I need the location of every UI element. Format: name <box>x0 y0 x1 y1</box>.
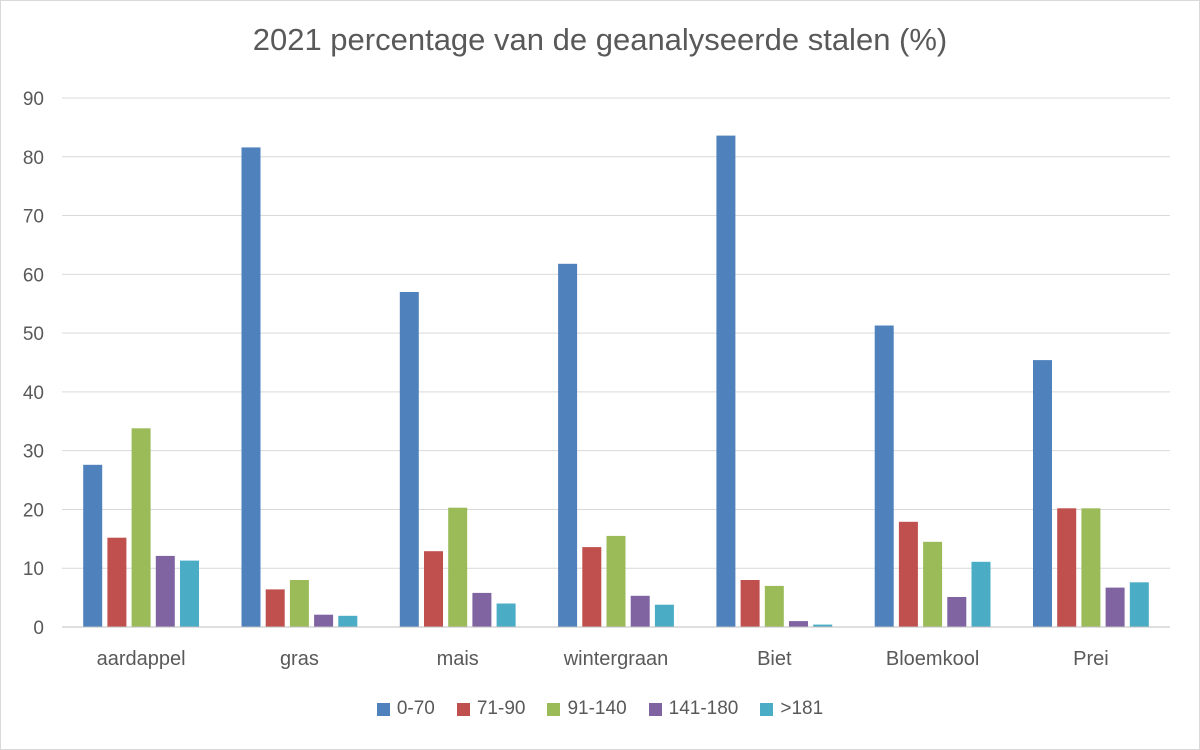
legend-label: 0-70 <box>396 698 435 719</box>
y-tick-label: 50 <box>23 324 44 345</box>
bar-prei-71-90 <box>1057 508 1077 627</box>
bar-gras-91-140 <box>289 580 309 627</box>
bar-gras-71-90 <box>265 589 285 627</box>
x-category-label: wintergraan <box>563 648 669 670</box>
legend-label: 141-180 <box>668 698 739 719</box>
bar-bloemkool-71-90 <box>898 521 918 627</box>
bar-gras-0-70 <box>241 147 261 627</box>
y-tick-label: 10 <box>23 559 44 580</box>
legend-swatch <box>648 702 662 716</box>
bar-mais->181 <box>496 603 516 627</box>
legend-item: 0-70 <box>376 698 435 720</box>
bar-prei-0-70 <box>1033 360 1052 627</box>
x-category-label: gras <box>280 648 319 670</box>
bar-aardappel->181 <box>180 560 199 627</box>
legend-item: 91-140 <box>547 698 627 720</box>
bar-prei->181 <box>1129 582 1149 627</box>
legend-item: >181 <box>760 698 823 720</box>
bar-aardappel-141-180 <box>155 555 175 627</box>
bar-biet-141-180 <box>789 621 808 627</box>
bar-biet-71-90 <box>740 580 760 627</box>
legend-swatch <box>376 702 390 716</box>
bar-biet-91-140 <box>764 585 784 627</box>
x-category-label: mais <box>437 648 479 670</box>
bar-biet-0-70 <box>716 135 736 627</box>
bars <box>83 135 1149 627</box>
y-tick-label: 30 <box>23 442 44 463</box>
legend-item: 71-90 <box>456 698 526 720</box>
bar-aardappel-0-70 <box>83 464 103 627</box>
x-axis-categories: aardappel gras mais wintergraan Biet Bloemkoo… <box>97 648 1109 670</box>
bar-wintergraan->181 <box>654 604 674 627</box>
bar-mais-0-70 <box>399 292 419 627</box>
legend-label: >181 <box>780 698 824 719</box>
y-tick-label: 40 <box>23 383 44 404</box>
y-tick-label: 80 <box>23 148 44 169</box>
bar-prei-141-180 <box>1105 587 1125 627</box>
y-tick-label: 20 <box>23 500 44 521</box>
bar-mais-141-180 <box>472 592 492 627</box>
x-category-label: Biet <box>757 648 792 670</box>
legend-swatch <box>547 702 561 716</box>
x-category-label: Bloemkool <box>886 648 979 670</box>
bar-mais-91-140 <box>448 507 468 627</box>
legend-item: 141-180 <box>648 698 739 720</box>
bar-gras-141-180 <box>314 614 334 627</box>
bar-mais-71-90 <box>424 551 443 627</box>
y-axis-ticks: 0 10 20 30 40 50 60 70 80 90 <box>23 89 44 639</box>
y-tick-label: 90 <box>23 89 44 110</box>
bar-wintergraan-71-90 <box>582 547 602 627</box>
gridlines <box>62 97 1170 569</box>
x-category-label: Prei <box>1073 648 1109 670</box>
legend-swatch <box>760 702 774 716</box>
bar-wintergraan-141-180 <box>630 595 650 627</box>
legend: 0-70 71-90 91-140 141-180 >181 <box>0 698 1200 720</box>
chart-title: 2021 percentage van de geanalyseerde sta… <box>252 22 948 57</box>
bar-bloemkool->181 <box>971 561 991 627</box>
bar-bloemkool-91-140 <box>923 541 943 627</box>
bar-wintergraan-0-70 <box>558 263 578 627</box>
y-tick-label: 0 <box>33 618 44 639</box>
bar-biet->181 <box>813 624 833 627</box>
bar-aardappel-71-90 <box>107 537 127 627</box>
bar-bloemkool-141-180 <box>947 597 967 627</box>
bar-aardappel-91-140 <box>131 428 151 627</box>
x-category-label: aardappel <box>97 648 186 670</box>
bar-bloemkool-0-70 <box>874 325 894 627</box>
bar-wintergraan-91-140 <box>606 535 626 627</box>
bar-gras->181 <box>338 615 358 627</box>
y-tick-label: 60 <box>23 265 44 286</box>
bar-prei-91-140 <box>1081 508 1101 627</box>
legend-label: 91-140 <box>567 698 627 719</box>
legend-swatch <box>456 702 470 716</box>
y-tick-label: 70 <box>23 207 44 228</box>
legend-label: 71-90 <box>476 698 526 719</box>
